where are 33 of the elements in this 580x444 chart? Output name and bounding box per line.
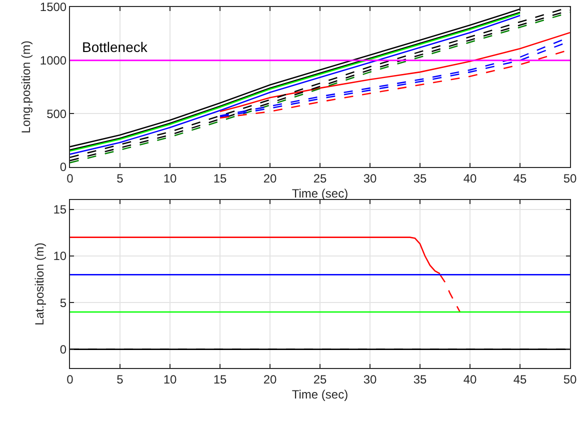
x-tick-label: 20: [263, 171, 277, 186]
x-tick-label: 40: [463, 171, 477, 186]
y-tick-label: 10: [53, 249, 67, 264]
x-tick-label: 45: [513, 372, 527, 386]
ref-line-label: Bottleneck: [82, 39, 148, 55]
x-tick-label: 50: [563, 171, 577, 186]
x-axis-title: Time (sec): [292, 186, 348, 200]
x-tick-label: 30: [363, 171, 377, 186]
x-tick-label: 25: [313, 372, 327, 386]
x-tick-label: 15: [213, 171, 227, 186]
y-tick-label: 1000: [40, 54, 67, 68]
x-tick-label: 50: [563, 372, 577, 386]
x-tick-label: 40: [463, 372, 477, 386]
x-tick-label: 10: [163, 171, 177, 186]
x-tick-label: 15: [213, 372, 227, 386]
x-tick-label: 20: [263, 372, 277, 386]
x-axis-title: Time (sec): [292, 387, 348, 402]
y-tick-label: 500: [46, 106, 67, 121]
x-tick-label: 30: [363, 372, 377, 386]
x-tick-label: 45: [513, 171, 527, 186]
y-axis-title: Long.position (m): [19, 40, 34, 134]
x-tick-label: 35: [413, 171, 427, 186]
y-tick-label: 0: [60, 342, 67, 357]
x-tick-label: 10: [163, 372, 177, 386]
y-tick-label: 1500: [40, 0, 67, 14]
y-axis-title: Lat.position (m): [32, 242, 47, 326]
y-tick-label: 0: [60, 160, 67, 174]
x-tick-label: 5: [116, 372, 124, 386]
x-tick-label: 5: [116, 171, 124, 186]
x-tick-label: 35: [413, 372, 427, 386]
x-tick-label: 25: [313, 171, 327, 186]
y-tick-label: 5: [60, 296, 67, 310]
y-tick-label: 15: [53, 202, 67, 217]
